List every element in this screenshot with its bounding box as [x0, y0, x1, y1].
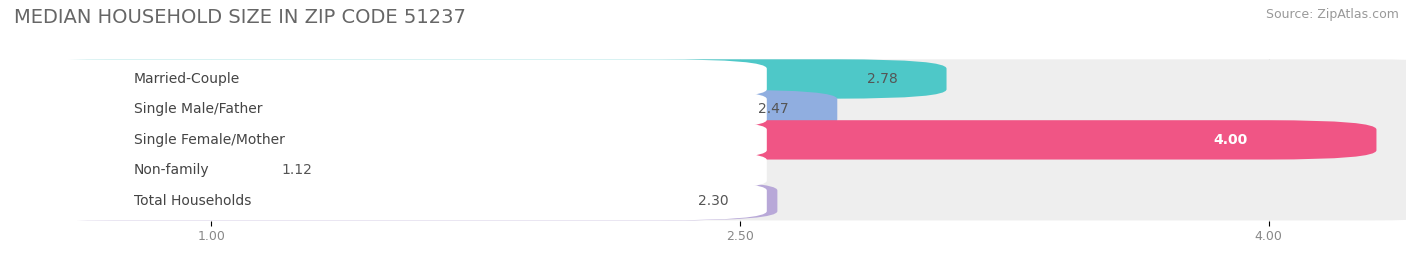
- FancyBboxPatch shape: [4, 181, 1406, 221]
- Text: Single Male/Father: Single Male/Father: [134, 102, 263, 116]
- FancyBboxPatch shape: [4, 90, 838, 129]
- Text: Single Female/Mother: Single Female/Mother: [134, 133, 285, 147]
- FancyBboxPatch shape: [0, 181, 766, 221]
- Text: 4.00: 4.00: [1213, 133, 1247, 147]
- FancyBboxPatch shape: [4, 120, 1406, 160]
- FancyBboxPatch shape: [4, 90, 1406, 129]
- FancyBboxPatch shape: [0, 151, 766, 190]
- FancyBboxPatch shape: [0, 90, 766, 129]
- FancyBboxPatch shape: [4, 151, 361, 190]
- FancyBboxPatch shape: [0, 120, 766, 160]
- FancyBboxPatch shape: [0, 59, 766, 99]
- Text: 1.12: 1.12: [281, 163, 312, 177]
- FancyBboxPatch shape: [4, 59, 946, 99]
- FancyBboxPatch shape: [4, 59, 1406, 99]
- Text: Total Households: Total Households: [134, 194, 252, 208]
- Text: Source: ZipAtlas.com: Source: ZipAtlas.com: [1265, 8, 1399, 21]
- Text: Married-Couple: Married-Couple: [134, 72, 240, 86]
- FancyBboxPatch shape: [4, 120, 1376, 160]
- Text: 2.78: 2.78: [868, 72, 897, 86]
- FancyBboxPatch shape: [4, 181, 778, 221]
- Text: 2.30: 2.30: [697, 194, 728, 208]
- Text: 2.47: 2.47: [758, 102, 789, 116]
- Text: MEDIAN HOUSEHOLD SIZE IN ZIP CODE 51237: MEDIAN HOUSEHOLD SIZE IN ZIP CODE 51237: [14, 8, 465, 27]
- FancyBboxPatch shape: [4, 151, 1406, 190]
- Text: Non-family: Non-family: [134, 163, 209, 177]
